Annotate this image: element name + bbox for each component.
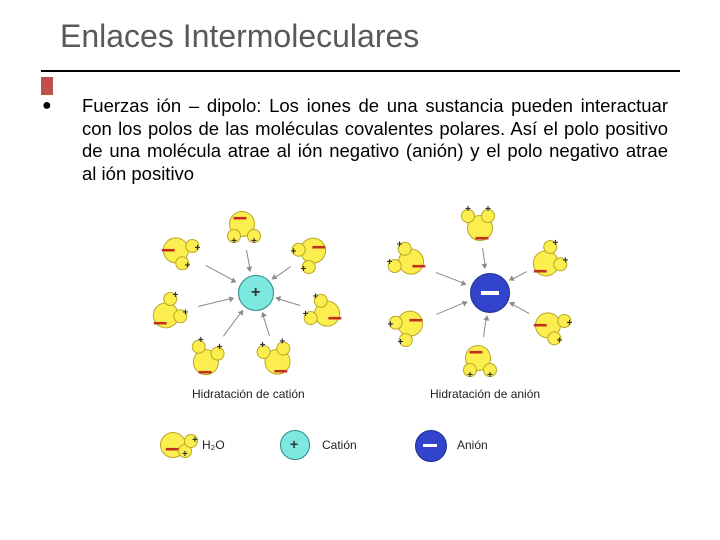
water-molecule: –++ <box>157 229 201 273</box>
attraction-arrow <box>198 297 233 306</box>
water-molecule: –++ <box>227 211 259 243</box>
attraction-arrow <box>223 310 243 336</box>
attraction-arrow <box>246 250 251 271</box>
hydration-diagram: +–++–++–++–++–++–++–++–++–++–++–++–++–++… <box>130 205 610 505</box>
attraction-arrow <box>436 301 467 315</box>
water-molecule: –++ <box>529 304 573 348</box>
legend-anion: Anión <box>415 430 488 460</box>
attraction-arrow <box>272 266 291 280</box>
water-molecule: –++ <box>463 345 495 377</box>
attraction-arrow <box>262 313 270 336</box>
attraction-arrow <box>483 316 487 337</box>
accent-bar <box>41 77 53 95</box>
slide-title: Enlaces Intermoleculares <box>60 18 680 55</box>
water-molecule: –++ <box>257 340 294 377</box>
legend-h2o: –++H₂O <box>160 430 225 460</box>
legend-cation: +Catión <box>280 430 357 460</box>
attraction-arrow <box>276 297 300 305</box>
anion-ion <box>470 273 510 313</box>
water-molecule: –++ <box>526 239 570 283</box>
body-block: ● Fuerzas ión – dipolo: Los iones de una… <box>40 95 668 185</box>
water-molecule: –++ <box>463 209 495 241</box>
attraction-arrow <box>510 271 528 281</box>
water-molecule: –++ <box>386 304 430 348</box>
cation-ion: + <box>238 275 274 311</box>
attraction-arrow <box>205 265 236 282</box>
water-molecule: –++ <box>146 291 190 335</box>
caption-cation: Hidratación de catión <box>192 387 305 401</box>
water-molecule: –++ <box>185 338 226 379</box>
attraction-arrow <box>436 272 467 285</box>
title-underline <box>41 70 680 72</box>
caption-anion: Hidratación de anión <box>430 387 540 401</box>
water-molecule: –++ <box>386 239 430 283</box>
water-molecule: –++ <box>289 231 333 275</box>
attraction-arrow <box>482 248 486 268</box>
body-text: Fuerzas ión – dipolo: Los iones de una s… <box>82 95 668 185</box>
water-molecule: –++ <box>302 291 346 335</box>
attraction-arrow <box>510 303 530 314</box>
bullet-glyph: ● <box>40 95 82 185</box>
